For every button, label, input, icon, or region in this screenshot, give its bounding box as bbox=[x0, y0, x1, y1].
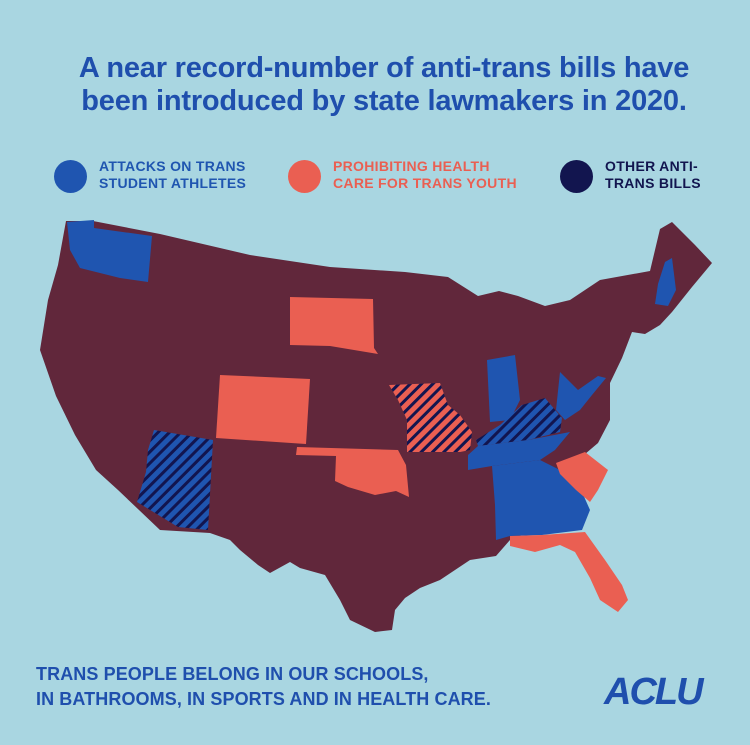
state-oklahoma bbox=[296, 447, 409, 497]
aclu-logo[interactable]: ACLU bbox=[604, 671, 704, 713]
state-south-carolina bbox=[556, 452, 608, 502]
state-arizona bbox=[137, 430, 213, 530]
legend: ATTACKS ON TRANS STUDENT ATHLETES PROHIB… bbox=[0, 158, 750, 208]
state-south-dakota bbox=[290, 297, 378, 354]
state-missouri bbox=[389, 383, 472, 452]
state-new-hampshire bbox=[655, 258, 676, 306]
legend-label-other: OTHER ANTI- TRANS BILLS bbox=[605, 158, 701, 191]
state-florida bbox=[510, 532, 628, 612]
state-indiana bbox=[487, 355, 520, 422]
legend-item-other: OTHER ANTI- TRANS BILLS bbox=[560, 158, 701, 193]
legend-swatch-athletes bbox=[54, 160, 87, 193]
state-colorado bbox=[216, 375, 310, 444]
state-west-virginia bbox=[556, 372, 606, 420]
footer-message: TRANS PEOPLE BELONG IN OUR SCHOOLS, IN B… bbox=[36, 664, 491, 709]
state-georgia bbox=[492, 460, 590, 540]
state-tennessee bbox=[468, 432, 570, 470]
legend-item-athletes: ATTACKS ON TRANS STUDENT ATHLETES bbox=[54, 158, 246, 193]
legend-label-health-care: PROHIBITING HEALTH CARE FOR TRANS YOUTH bbox=[333, 158, 517, 191]
legend-item-health-care: PROHIBITING HEALTH CARE FOR TRANS YOUTH bbox=[288, 158, 517, 193]
state-kentucky bbox=[476, 398, 562, 446]
state-washington bbox=[67, 220, 152, 282]
legend-swatch-other bbox=[560, 160, 593, 193]
headline: A near record-number of anti-trans bills… bbox=[78, 52, 690, 117]
us-map bbox=[40, 220, 712, 632]
legend-label-athletes: ATTACKS ON TRANS STUDENT ATHLETES bbox=[99, 158, 247, 191]
legend-swatch-health-care bbox=[288, 160, 321, 193]
